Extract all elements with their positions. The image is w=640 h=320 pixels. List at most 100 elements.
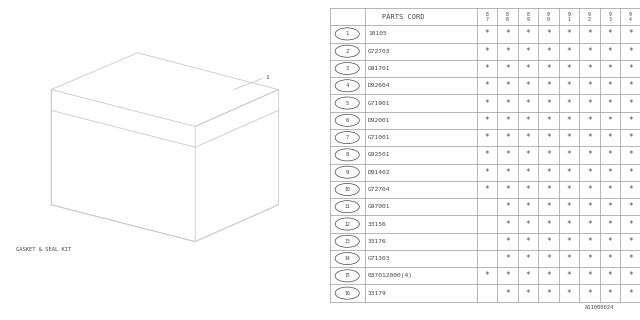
Text: GASKET & SEAL KIT: GASKET & SEAL KIT [16, 247, 71, 252]
Text: *: * [566, 47, 572, 56]
Text: *: * [587, 202, 592, 211]
Text: *: * [587, 220, 592, 228]
Text: 11: 11 [344, 204, 350, 209]
Text: *: * [505, 289, 510, 298]
Text: *: * [546, 29, 551, 38]
Text: *: * [587, 237, 592, 246]
Text: *: * [628, 202, 633, 211]
Text: 9
1: 9 1 [568, 12, 570, 22]
Text: *: * [525, 64, 531, 73]
Text: *: * [628, 150, 633, 159]
Text: *: * [484, 185, 490, 194]
Text: *: * [566, 168, 572, 177]
Text: *: * [505, 254, 510, 263]
Text: *: * [628, 99, 633, 108]
Text: *: * [505, 64, 510, 73]
Text: *: * [546, 289, 551, 298]
Text: G92501: G92501 [368, 152, 390, 157]
Text: *: * [525, 237, 531, 246]
Text: 9
4: 9 4 [629, 12, 632, 22]
Text: 7: 7 [346, 135, 349, 140]
Text: *: * [525, 168, 531, 177]
Text: *: * [484, 116, 490, 125]
Text: *: * [566, 237, 572, 246]
Text: *: * [525, 29, 531, 38]
Text: *: * [607, 220, 612, 228]
Text: *: * [607, 29, 612, 38]
Text: *: * [628, 29, 633, 38]
Text: *: * [546, 271, 551, 280]
Text: *: * [484, 64, 490, 73]
Text: *: * [525, 202, 531, 211]
Text: *: * [607, 254, 612, 263]
Text: 13: 13 [344, 239, 350, 244]
Text: 33179: 33179 [368, 291, 387, 296]
Text: *: * [587, 116, 592, 125]
Text: *: * [607, 99, 612, 108]
Text: *: * [484, 133, 490, 142]
Text: *: * [587, 133, 592, 142]
Text: *: * [546, 47, 551, 56]
Text: *: * [566, 185, 572, 194]
Text: *: * [566, 116, 572, 125]
Text: *: * [546, 116, 551, 125]
Text: A11000024: A11000024 [585, 305, 614, 310]
Text: *: * [566, 202, 572, 211]
Text: *: * [607, 116, 612, 125]
Text: D92001: D92001 [368, 118, 390, 123]
Text: *: * [628, 168, 633, 177]
Text: *: * [525, 81, 531, 90]
Text: 15: 15 [344, 273, 350, 278]
Text: *: * [505, 150, 510, 159]
Text: 1: 1 [346, 31, 349, 36]
Text: *: * [566, 81, 572, 90]
Text: 8
9: 8 9 [527, 12, 529, 22]
Text: *: * [505, 185, 510, 194]
Text: *: * [546, 133, 551, 142]
Text: *: * [587, 271, 592, 280]
Text: *: * [525, 133, 531, 142]
Text: *: * [525, 116, 531, 125]
Text: *: * [546, 99, 551, 108]
Text: *: * [484, 29, 490, 38]
Text: *: * [484, 150, 490, 159]
Text: 037012000(4): 037012000(4) [368, 273, 413, 278]
Text: D92604: D92604 [368, 83, 390, 88]
Text: *: * [505, 47, 510, 56]
Text: *: * [607, 289, 612, 298]
Text: *: * [628, 289, 633, 298]
Text: *: * [546, 185, 551, 194]
Text: *: * [546, 64, 551, 73]
Text: *: * [484, 168, 490, 177]
Text: *: * [505, 29, 510, 38]
Text: *: * [587, 185, 592, 194]
Text: *: * [505, 237, 510, 246]
Text: *: * [587, 29, 592, 38]
Text: *: * [587, 64, 592, 73]
Text: 33176: 33176 [368, 239, 387, 244]
Text: *: * [587, 150, 592, 159]
Text: G71001: G71001 [368, 135, 390, 140]
Text: *: * [607, 237, 612, 246]
Text: *: * [628, 81, 633, 90]
Text: 2: 2 [346, 49, 349, 54]
Text: *: * [505, 133, 510, 142]
Text: *: * [566, 254, 572, 263]
Text: *: * [525, 271, 531, 280]
Text: *: * [484, 81, 490, 90]
Text: G72704: G72704 [368, 187, 390, 192]
Text: *: * [607, 185, 612, 194]
Text: 5: 5 [346, 100, 349, 106]
Text: *: * [628, 116, 633, 125]
Text: *: * [587, 47, 592, 56]
Text: 9
2: 9 2 [588, 12, 591, 22]
Text: *: * [607, 47, 612, 56]
Text: 4: 4 [346, 83, 349, 88]
Text: *: * [628, 237, 633, 246]
Text: *: * [607, 150, 612, 159]
Text: *: * [505, 168, 510, 177]
Text: *: * [525, 185, 531, 194]
Text: 16: 16 [344, 291, 350, 296]
Text: *: * [546, 150, 551, 159]
Text: *: * [505, 116, 510, 125]
